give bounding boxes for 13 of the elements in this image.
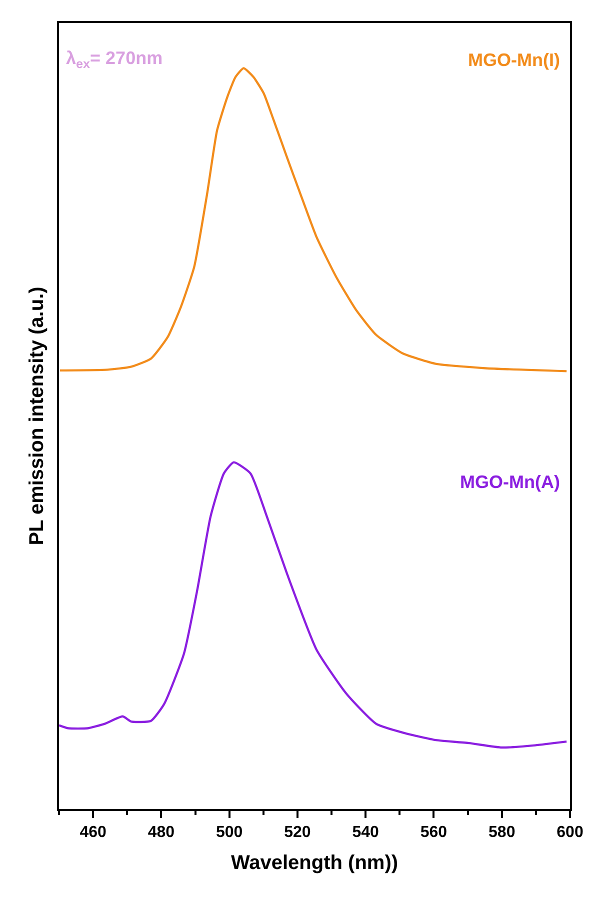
x-tick-label: 580 — [488, 824, 516, 842]
x-tick-label: 500 — [216, 824, 243, 842]
x-tick-label: 560 — [420, 824, 448, 842]
annotation: λ$_{ex}$= 270nm — [66, 48, 163, 71]
text: MGO-Mn(I) — [468, 50, 560, 70]
text: MGO-Mn(A) — [460, 472, 560, 492]
x-tick-label: 540 — [352, 824, 380, 842]
x-axis-title: Wavelength (nm)) — [230, 852, 398, 874]
x-tick-label: 480 — [148, 824, 175, 842]
x-tick-label: 600 — [556, 824, 584, 842]
y-axis-title: PL emission intensity (a.u.) — [26, 286, 48, 546]
x-tick-label: 460 — [80, 824, 107, 842]
x-tick-label: 520 — [284, 824, 311, 842]
